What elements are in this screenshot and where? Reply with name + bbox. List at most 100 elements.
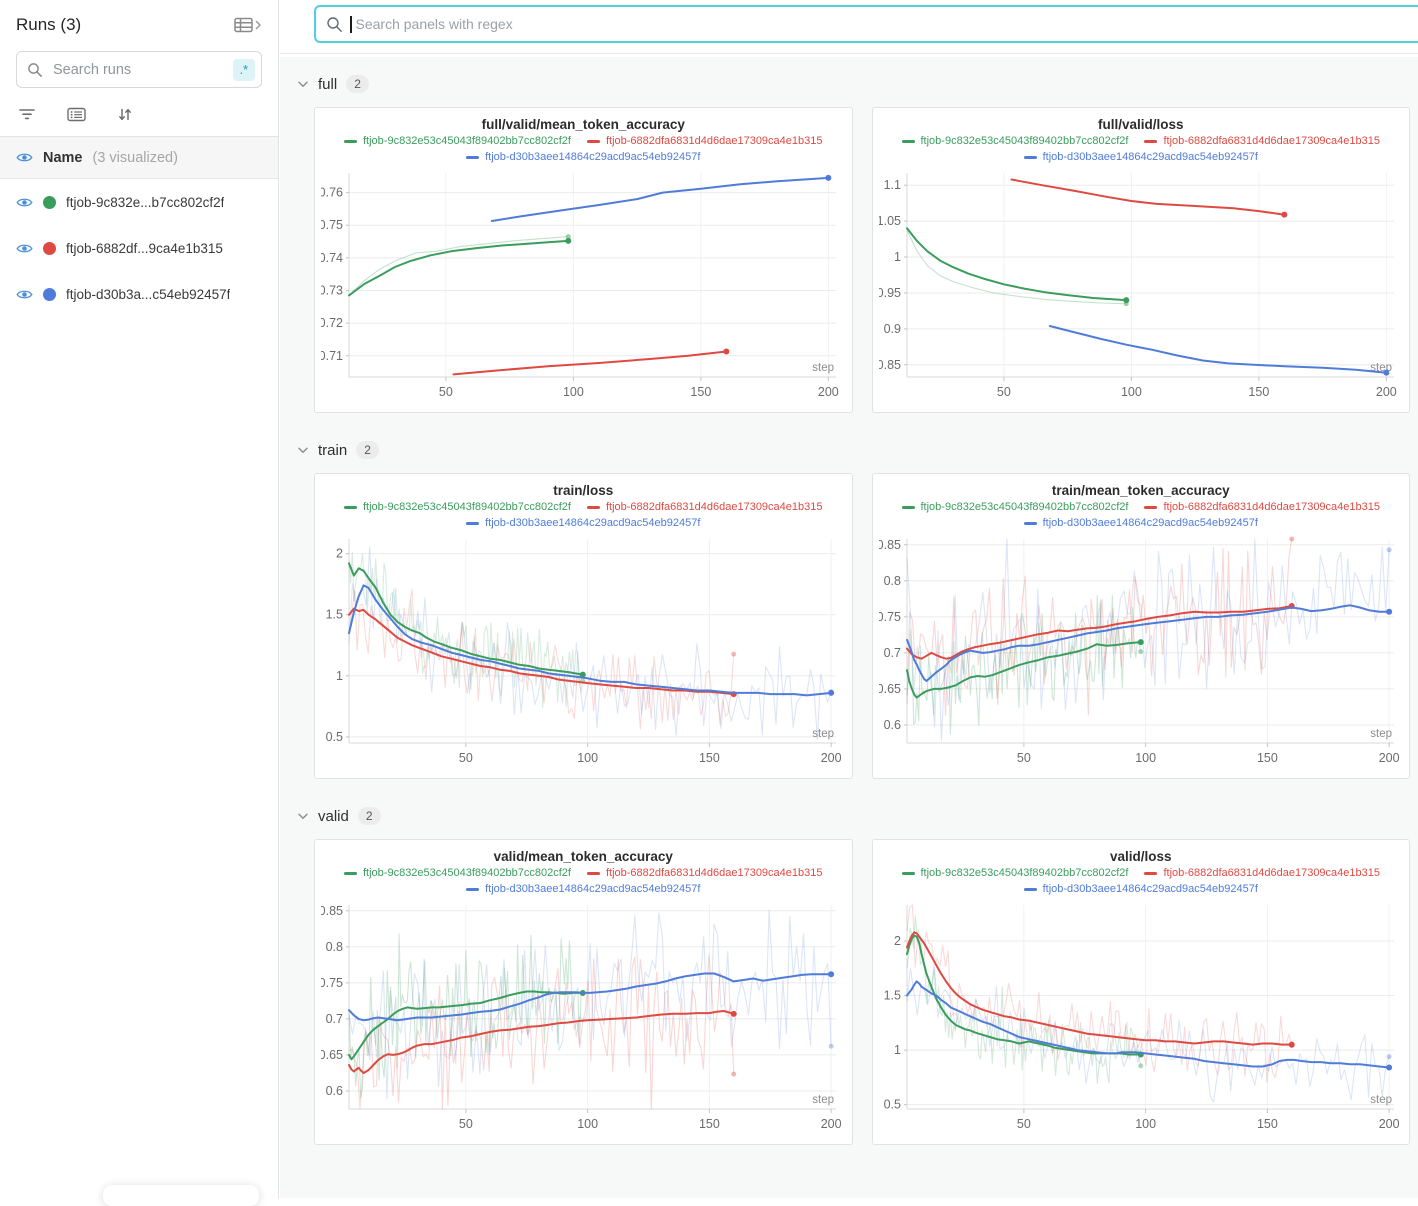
legend-entry-blue: ftjob-d30b3aee14864c29acd9ac54eb92457f	[466, 150, 700, 166]
svg-text:0.65: 0.65	[321, 1048, 343, 1062]
run-name[interactable]: ftjob-6882df...9ca4e1b315	[66, 241, 223, 256]
section-panel-count: 2	[356, 441, 379, 459]
runs-search-box[interactable]: .*	[16, 51, 262, 88]
series-blue	[492, 178, 829, 221]
svg-text:0.75: 0.75	[321, 218, 343, 232]
legend-run-name: ftjob-d30b3aee14864c29acd9ac54eb92457f	[485, 882, 700, 898]
legend-entry-green: ftjob-9c832e53c45043f89402bb7cc802cf2f	[902, 866, 1129, 882]
svg-text:0.85: 0.85	[879, 538, 901, 552]
legend-dash-icon	[1144, 506, 1157, 509]
legend-run-name: ftjob-6882dfa6831d4d6dae17309ca4e1b315	[606, 866, 823, 882]
chart-title: train/mean_token_accuracy	[879, 483, 1404, 498]
expand-runs-table-button[interactable]	[234, 17, 264, 33]
run-list: ftjob-9c832e...b7cc802cf2f ftjob-6882df..…	[0, 179, 278, 317]
legend-entry-green: ftjob-9c832e53c45043f89402bb7cc802cf2f	[344, 134, 571, 150]
run-color-dot	[43, 242, 56, 255]
svg-text:200: 200	[1375, 385, 1396, 399]
legend-entry-blue: ftjob-d30b3aee14864c29acd9ac54eb92457f	[1024, 882, 1258, 898]
panels-main: full2full/valid/mean_token_accuracyftjob…	[280, 0, 1418, 1198]
run-visibility-toggle[interactable]	[16, 242, 33, 255]
run-visibility-toggle[interactable]	[16, 196, 33, 209]
legend-run-name: ftjob-9c832e53c45043f89402bb7cc802cf2f	[363, 866, 571, 882]
svg-text:2: 2	[894, 934, 901, 948]
svg-text:50: 50	[1016, 751, 1030, 765]
chart-title: full/valid/loss	[879, 117, 1404, 132]
svg-text:100: 100	[577, 751, 598, 765]
legend-dash-icon	[344, 140, 357, 143]
svg-text:step: step	[812, 1094, 834, 1106]
legend-run-name: ftjob-9c832e53c45043f89402bb7cc802cf2f	[921, 866, 1129, 882]
section-label: full	[318, 76, 337, 93]
list-icon	[67, 107, 86, 122]
sort-runs-button[interactable]	[117, 107, 133, 122]
chart-panel-card[interactable]: train/mean_token_accuracy ftjob-9c832e53c…	[872, 473, 1411, 779]
svg-text:100: 100	[563, 385, 584, 399]
chart-panel-card[interactable]: full/valid/loss ftjob-9c832e53c45043f8940…	[872, 107, 1411, 413]
section-label: valid	[318, 808, 349, 825]
svg-text:150: 150	[1256, 751, 1277, 765]
svg-text:0.8: 0.8	[883, 574, 900, 588]
legend-dash-icon	[466, 888, 479, 891]
runs-search-input[interactable]	[51, 61, 225, 79]
svg-text:1.5: 1.5	[883, 989, 900, 1003]
group-runs-button[interactable]	[67, 107, 86, 122]
legend-entry-blue: ftjob-d30b3aee14864c29acd9ac54eb92457f	[1024, 150, 1258, 166]
panel-search-box[interactable]	[314, 5, 1418, 43]
run-color-dot	[43, 288, 56, 301]
run-visibility-toggle[interactable]	[16, 288, 33, 301]
bottom-popup-card	[103, 1185, 259, 1206]
svg-text:0.7: 0.7	[883, 646, 900, 660]
legend-run-name: ftjob-9c832e53c45043f89402bb7cc802cf2f	[363, 500, 571, 516]
legend-entry-red: ftjob-6882dfa6831d4d6dae17309ca4e1b315	[587, 134, 823, 150]
legend-run-name: ftjob-9c832e53c45043f89402bb7cc802cf2f	[921, 500, 1129, 516]
legend-entry-green: ftjob-9c832e53c45043f89402bb7cc802cf2f	[344, 866, 571, 882]
section-collapse-button[interactable]	[297, 80, 309, 89]
svg-text:100: 100	[1135, 751, 1156, 765]
legend-dash-icon	[587, 872, 600, 875]
section-collapse-button[interactable]	[297, 812, 309, 821]
visualized-count: (3 visualized)	[93, 150, 178, 166]
toggle-all-visibility-button[interactable]	[16, 151, 33, 164]
run-name[interactable]: ftjob-d30b3a...c54eb92457f	[66, 287, 230, 302]
legend-run-name: ftjob-9c832e53c45043f89402bb7cc802cf2f	[921, 134, 1129, 150]
section-collapse-button[interactable]	[297, 446, 309, 455]
svg-text:200: 200	[821, 1117, 842, 1131]
filter-runs-button[interactable]	[18, 107, 36, 122]
series-blue	[349, 974, 831, 1021]
chart-legend: ftjob-9c832e53c45043f89402bb7cc802cf2f ft…	[879, 500, 1404, 531]
legend-dash-icon	[1024, 522, 1037, 525]
svg-text:0.72: 0.72	[321, 316, 343, 330]
svg-text:1: 1	[894, 250, 901, 264]
svg-text:1.05: 1.05	[879, 214, 901, 228]
legend-run-name: ftjob-6882dfa6831d4d6dae17309ca4e1b315	[606, 134, 823, 150]
legend-run-name: ftjob-6882dfa6831d4d6dae17309ca4e1b315	[1163, 500, 1380, 516]
regex-toggle-button[interactable]: .*	[233, 59, 255, 81]
legend-dash-icon	[1144, 872, 1157, 875]
legend-run-name: ftjob-d30b3aee14864c29acd9ac54eb92457f	[1043, 882, 1258, 898]
legend-run-name: ftjob-d30b3aee14864c29acd9ac54eb92457f	[1043, 150, 1258, 166]
series-blue	[1049, 326, 1386, 373]
svg-text:100: 100	[1120, 385, 1141, 399]
legend-run-name: ftjob-d30b3aee14864c29acd9ac54eb92457f	[485, 150, 700, 166]
panel-search-input[interactable]	[354, 15, 1418, 33]
svg-text:0.9: 0.9	[883, 322, 900, 336]
run-name[interactable]: ftjob-9c832e...b7cc802cf2f	[66, 195, 224, 210]
